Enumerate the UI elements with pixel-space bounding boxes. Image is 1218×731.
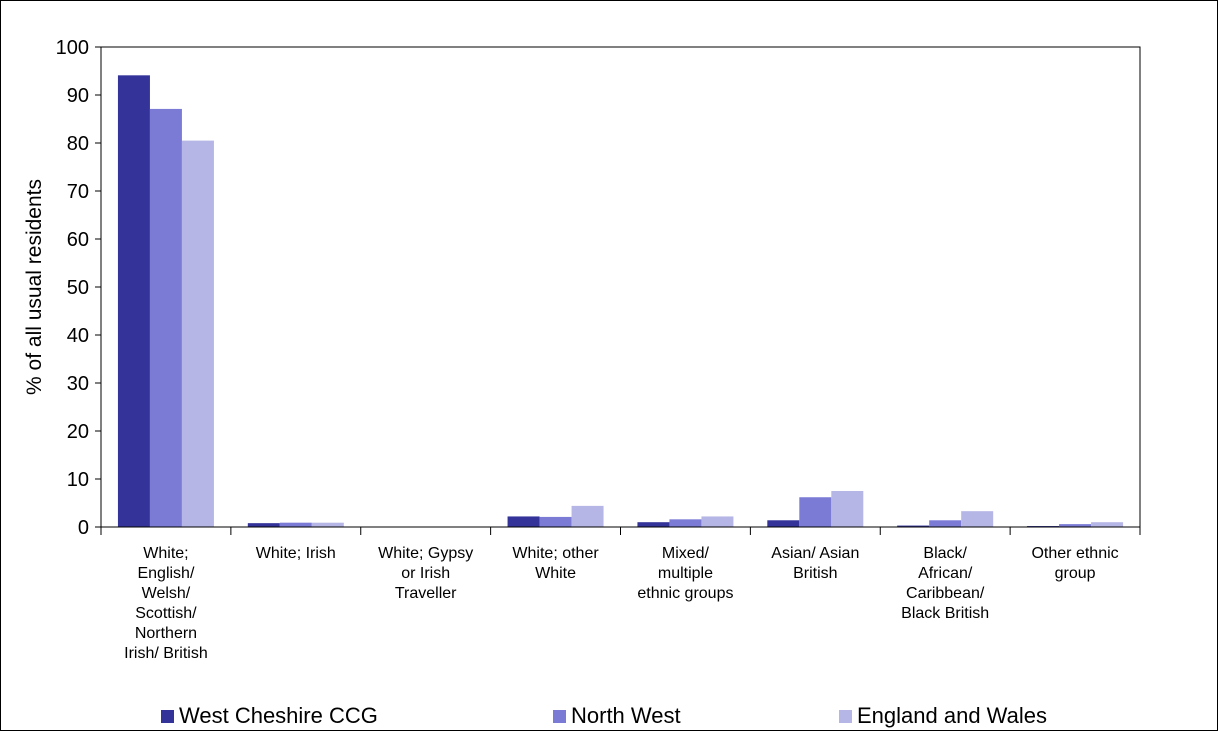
bar: [311, 522, 344, 527]
bar: [539, 516, 572, 527]
bar: [799, 497, 832, 527]
x-tick-label: White; English/ Welsh/ Scottish/ Norther…: [124, 545, 208, 662]
bar: [1091, 522, 1124, 527]
bar: [637, 522, 670, 527]
legend-item: North West: [553, 701, 681, 731]
bar-chart: 0 10 20 30 40 50 60 70 80 90 100 % of all usual re…: [23, 37, 1141, 539]
y-tick-label: 80: [67, 133, 89, 155]
y-axis-label: % of all usual residents: [23, 179, 46, 395]
bar: [507, 516, 540, 527]
bar: [117, 75, 150, 527]
bar: [669, 519, 702, 527]
x-tick-label: Asian/ Asian British: [771, 545, 860, 582]
bar: [961, 511, 994, 527]
legend-label: North West: [571, 703, 681, 728]
y-tick-label: 50: [67, 277, 89, 299]
y-tick-label: 60: [67, 229, 89, 251]
bar: [247, 523, 280, 527]
y-tick-label: 40: [67, 325, 89, 347]
legend-item: West Cheshire CCG: [161, 701, 378, 731]
bar: [571, 505, 604, 527]
legend-swatch: [161, 709, 174, 723]
x-tick-label: White; other White: [512, 545, 599, 582]
x-axis: [100, 526, 1141, 535]
bar: [181, 140, 214, 527]
y-tick-label: 0: [78, 517, 89, 539]
bar: [149, 108, 182, 528]
y-tick-label: 100: [56, 37, 89, 59]
y-tick-label: 70: [67, 181, 89, 203]
x-tick-label: White; Irish: [255, 545, 336, 562]
bar: [929, 520, 962, 527]
bar: [279, 522, 312, 527]
x-tick-label: White; Gypsy or Irish Traveller: [378, 545, 474, 602]
y-tick-label: 10: [67, 469, 89, 491]
bars: [117, 75, 1124, 528]
legend: West Cheshire CCG North West England and W…: [1, 701, 1218, 731]
bar: [1059, 524, 1092, 527]
x-tick-label: Other ethnic group: [1031, 545, 1119, 582]
bar: [831, 491, 864, 527]
legend-label: England and Wales: [857, 703, 1047, 728]
x-tick-label: Mixed/ multiple ethnic groups: [637, 545, 734, 602]
y-tick-label: 90: [67, 85, 89, 107]
bar: [701, 516, 734, 527]
y-axis: 0 10 20 30 40 50 60 70 80 90 100: [56, 37, 1141, 539]
legend-swatch: [553, 709, 566, 723]
y-tick-label: 20: [67, 421, 89, 443]
legend-swatch: [839, 709, 852, 723]
bar: [767, 520, 800, 527]
y-tick-label: 30: [67, 373, 89, 395]
legend-item: England and Wales: [839, 701, 1047, 731]
legend-label: West Cheshire CCG: [179, 703, 378, 728]
bar: [897, 525, 930, 527]
x-tick-label: Black/ African/ Caribbean/ Black British: [901, 545, 990, 622]
plot-area: [100, 46, 1141, 528]
